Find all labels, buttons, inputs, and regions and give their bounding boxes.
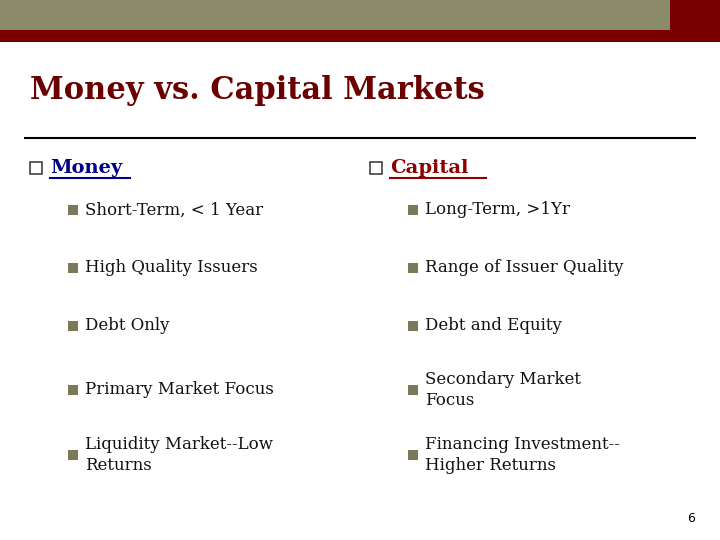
Bar [68, 450, 78, 460]
Text: High Quality Issuers: High Quality Issuers [85, 260, 258, 276]
Bar [0, 30, 720, 42]
Text: Range of Issuer Quality: Range of Issuer Quality [425, 260, 624, 276]
Text: Short-Term, < 1 Year: Short-Term, < 1 Year [85, 201, 263, 219]
Text: Money: Money [50, 159, 122, 177]
Text: 6: 6 [687, 512, 695, 525]
Text: Capital: Capital [390, 159, 469, 177]
Bar [408, 205, 418, 215]
Bar [670, 0, 720, 42]
Text: Money vs. Capital Markets: Money vs. Capital Markets [30, 75, 485, 106]
Text: Financing Investment--
Higher Returns: Financing Investment-- Higher Returns [425, 436, 620, 474]
Bar [68, 321, 78, 331]
Text: Long-Term, >1Yr: Long-Term, >1Yr [425, 201, 570, 219]
Text: Debt and Equity: Debt and Equity [425, 318, 562, 334]
Bar [370, 162, 382, 174]
Bar [408, 385, 418, 395]
Text: Secondary Market
Focus: Secondary Market Focus [425, 371, 581, 409]
Bar [30, 162, 42, 174]
Bar [408, 321, 418, 331]
Bar [408, 450, 418, 460]
Bar [0, 0, 670, 30]
Bar [68, 263, 78, 273]
Text: Debt Only: Debt Only [85, 318, 169, 334]
Text: Liquidity Market--Low
Returns: Liquidity Market--Low Returns [85, 436, 273, 474]
Bar [68, 205, 78, 215]
Bar [670, 0, 720, 30]
Text: Primary Market Focus: Primary Market Focus [85, 381, 274, 399]
Bar [68, 385, 78, 395]
Bar [408, 263, 418, 273]
